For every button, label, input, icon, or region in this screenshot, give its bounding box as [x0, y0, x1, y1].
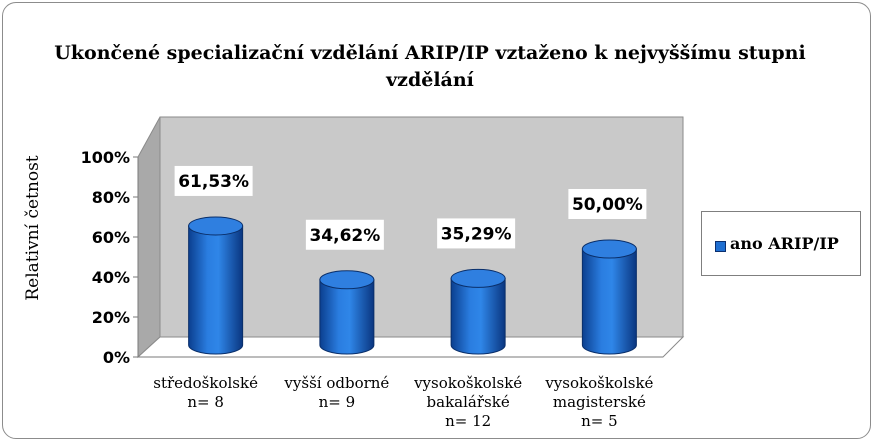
bar — [581, 239, 637, 355]
data-label-text: 61,53% — [178, 172, 249, 192]
bar-top — [581, 239, 637, 259]
y-axis-ticks: 0% 20% 40% 60% 80% 100% — [81, 148, 138, 367]
data-label: 50,00% — [568, 189, 647, 219]
bar-top — [188, 216, 244, 236]
y-tick-label: 60% — [92, 228, 130, 247]
x-category-line: n= 9 — [319, 393, 356, 411]
bar — [319, 270, 375, 355]
chart-title: Ukončené specializační vzdělání ARIP/IP … — [54, 42, 806, 91]
data-label-text: 34,62% — [309, 226, 380, 246]
side-wall — [137, 116, 161, 359]
x-category-line: středoškolské — [153, 374, 258, 392]
bar-top — [319, 270, 375, 290]
y-tick-label: 20% — [92, 308, 130, 327]
data-label-text: 35,29% — [441, 224, 512, 244]
bar-body — [581, 248, 637, 355]
legend-key-swatch — [715, 241, 726, 252]
data-label: 34,62% — [305, 219, 384, 250]
data-label-box — [437, 218, 516, 249]
y-tick-label: 40% — [92, 268, 130, 287]
legend: ano ARIP/IP — [701, 211, 861, 276]
bars — [188, 216, 637, 355]
bar-top — [450, 268, 506, 288]
y-tick-label: 0% — [103, 348, 130, 367]
data-label-box — [174, 165, 253, 196]
bar-body — [188, 225, 244, 355]
x-category-line: vysokoškolské — [413, 374, 522, 392]
bar-body — [450, 277, 506, 355]
y-tick-label: 80% — [92, 188, 130, 207]
bar — [188, 216, 244, 355]
bar-body — [319, 279, 375, 355]
x-category-line: bakalářské — [427, 393, 510, 411]
data-label-text: 50,00% — [572, 195, 643, 215]
legend-label: ano ARIP/IP — [730, 234, 839, 253]
data-label-box — [305, 219, 384, 250]
x-category-line: vyšší odborné — [283, 374, 389, 392]
y-tick-label: 100% — [81, 148, 130, 167]
data-labels: 61,53% 34,62% 35,29% 50,00% — [174, 165, 647, 250]
data-label: 61,53% — [174, 165, 253, 196]
data-label: 35,29% — [437, 218, 516, 249]
x-category-line: magisterské — [553, 393, 646, 411]
data-label-box — [568, 189, 647, 219]
x-category-line: n= 5 — [581, 412, 618, 430]
bar — [450, 268, 506, 355]
chart-frame — [2, 2, 871, 439]
x-category-line: n= 12 — [445, 412, 491, 430]
x-category-line: vysokoškolské — [544, 374, 653, 392]
x-category-line: n= 8 — [187, 393, 224, 411]
